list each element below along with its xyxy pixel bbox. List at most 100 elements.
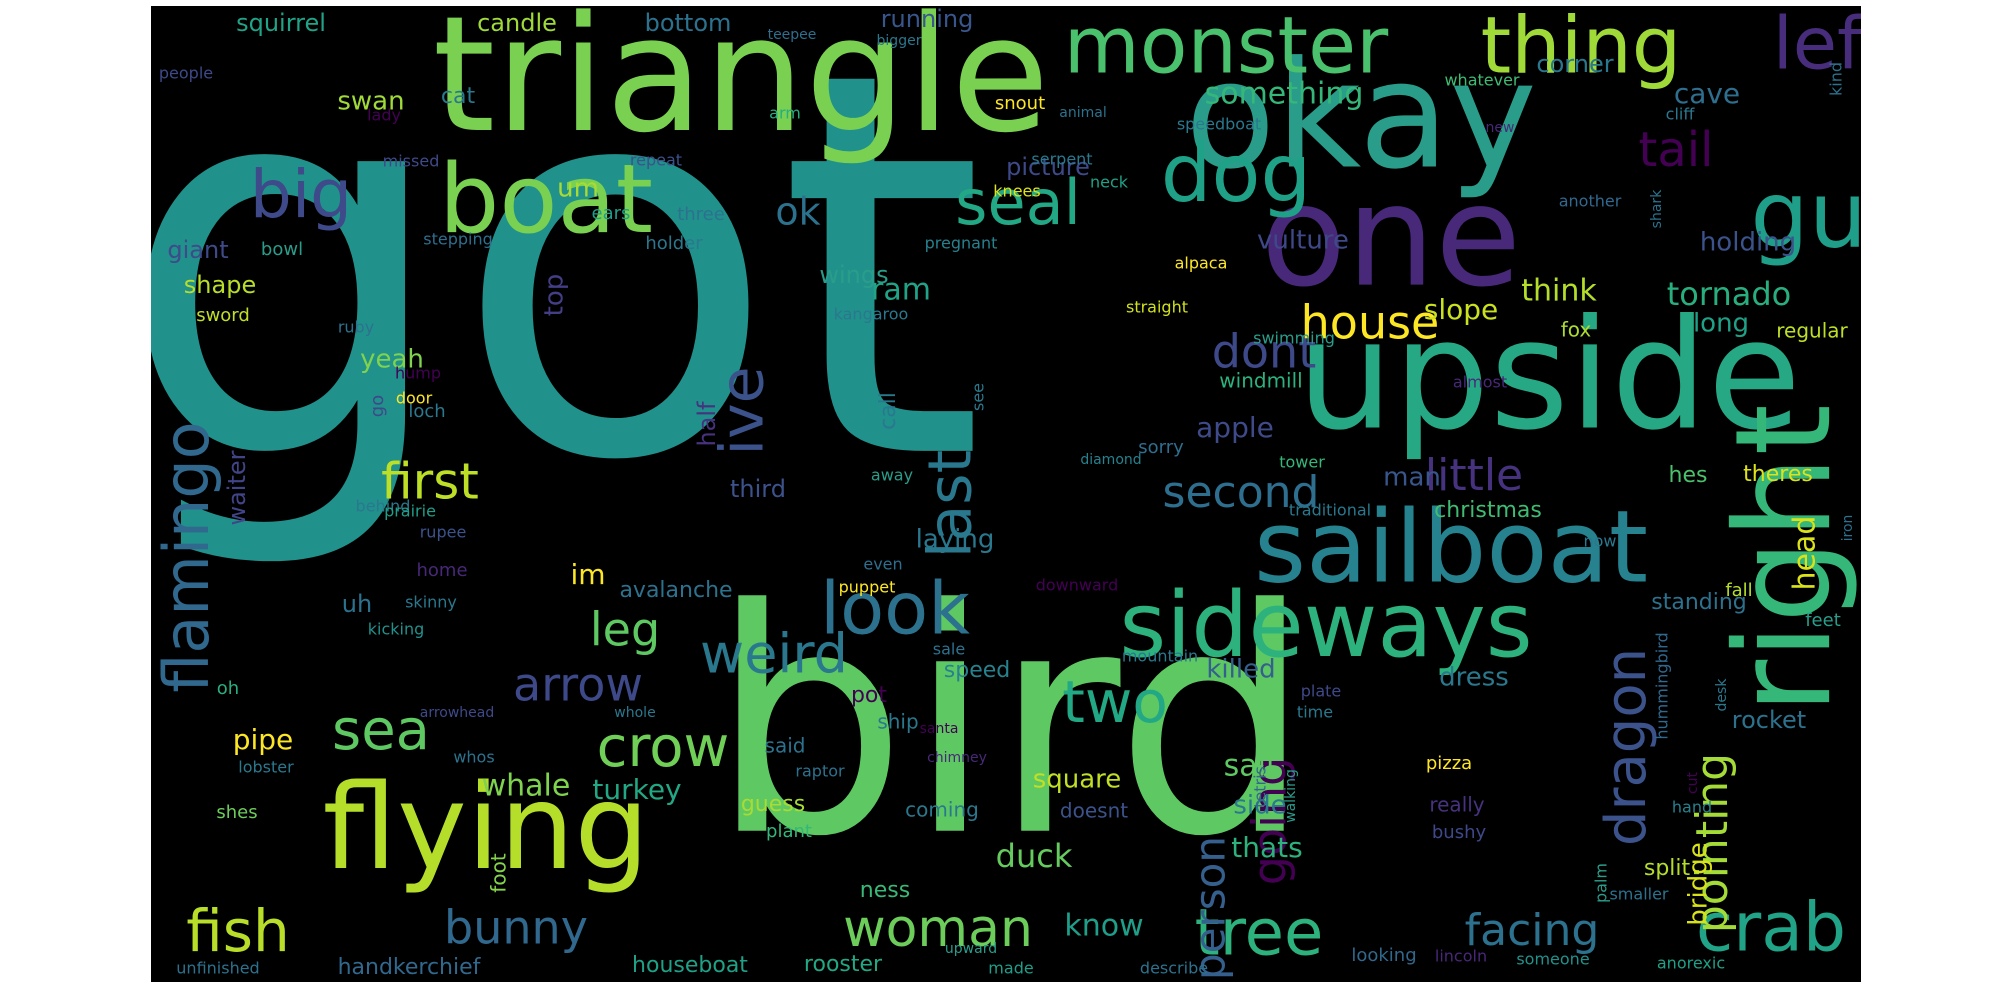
cloud-word: repeat bbox=[630, 151, 682, 170]
cloud-word: theres bbox=[1743, 462, 1813, 487]
cloud-word: see bbox=[969, 383, 988, 411]
cloud-word: bushy bbox=[1432, 822, 1487, 843]
cloud-word: bowl bbox=[261, 239, 303, 260]
cloud-word: houseboat bbox=[632, 953, 748, 978]
cloud-word: shes bbox=[216, 802, 257, 823]
cloud-word: apple bbox=[1196, 411, 1274, 444]
cloud-word: two bbox=[1062, 668, 1168, 736]
cloud-word: dragon bbox=[1594, 648, 1659, 846]
cloud-word: skinny bbox=[405, 593, 457, 612]
cloud-word: kicking bbox=[368, 620, 425, 639]
cloud-word: sail bbox=[1224, 749, 1275, 784]
cloud-word: raptor bbox=[795, 762, 845, 781]
cloud-word: diamond bbox=[1080, 452, 1141, 468]
cloud-word: pointing bbox=[1687, 753, 1738, 933]
cloud-word: speed bbox=[944, 658, 1010, 683]
cloud-word: anorexic bbox=[1657, 954, 1725, 973]
cloud-word: tree bbox=[1195, 897, 1324, 971]
cloud-word: straight bbox=[1126, 298, 1188, 317]
cloud-word: whole bbox=[614, 705, 655, 721]
cloud-word: kangaroo bbox=[834, 305, 909, 324]
cloud-word: guy bbox=[1750, 161, 1861, 268]
cloud-word: another bbox=[1559, 192, 1622, 211]
cloud-word: now bbox=[1583, 532, 1616, 551]
cloud-word: pizza bbox=[1426, 753, 1472, 774]
cloud-word: hump bbox=[395, 364, 441, 383]
cloud-word: new bbox=[1486, 120, 1515, 136]
cloud-word: look bbox=[820, 567, 970, 651]
cloud-word: big bbox=[250, 156, 352, 233]
cloud-word: fox bbox=[1561, 318, 1592, 342]
cloud-word: tornado bbox=[1667, 275, 1792, 313]
cloud-word: someone bbox=[1516, 950, 1589, 969]
cloud-word: leg bbox=[590, 603, 660, 657]
cloud-word: okay bbox=[1185, 30, 1537, 202]
cloud-word: tower bbox=[1279, 453, 1325, 472]
cloud-word: ok bbox=[775, 190, 820, 234]
cloud-word: cliff bbox=[1666, 105, 1696, 124]
cloud-word: facing bbox=[1465, 905, 1600, 956]
cloud-word: bigger bbox=[877, 33, 922, 49]
cloud-word: sword bbox=[196, 305, 250, 326]
cloud-word: crab bbox=[1696, 889, 1846, 968]
cloud-word: christmas bbox=[1434, 498, 1542, 523]
cloud-word: doesnt bbox=[1060, 799, 1128, 823]
cloud-word: corner bbox=[1536, 50, 1613, 78]
cloud-word: describe bbox=[1140, 959, 1208, 978]
cloud-word: left bbox=[1773, 6, 1861, 86]
cloud-word: arm bbox=[769, 104, 801, 123]
cloud-word: lincoln bbox=[1435, 947, 1487, 966]
cloud-word: ram bbox=[871, 273, 931, 308]
cloud-word: pregnant bbox=[925, 234, 998, 253]
cloud-word: go bbox=[367, 395, 388, 417]
cloud-word: upside bbox=[1297, 287, 1801, 464]
cloud-word: bunny bbox=[444, 901, 588, 955]
cloud-word: whale bbox=[482, 769, 571, 804]
cloud-word: downward bbox=[1036, 576, 1119, 595]
cloud-word: three bbox=[677, 204, 725, 225]
cloud-word: yeah bbox=[360, 345, 424, 375]
cloud-word: waiter bbox=[223, 450, 251, 525]
cloud-word: people bbox=[159, 64, 213, 83]
cloud-word: picture bbox=[1006, 153, 1090, 181]
cloud-word: swan bbox=[337, 87, 404, 117]
cloud-word: tetris bbox=[1251, 766, 1270, 808]
cloud-word: feet bbox=[1805, 610, 1841, 631]
cloud-word: half bbox=[693, 401, 721, 447]
cloud-word: hummingbird bbox=[1653, 632, 1672, 739]
cloud-word: teepee bbox=[768, 27, 817, 43]
cloud-word: bridge bbox=[1684, 842, 1714, 925]
cloud-word: lobster bbox=[238, 758, 294, 777]
cloud-word: ship bbox=[877, 710, 918, 734]
cloud-word: flying bbox=[323, 758, 650, 896]
cloud-word: crow bbox=[597, 715, 730, 780]
cloud-word: plant bbox=[766, 821, 812, 842]
cloud-word: holder bbox=[645, 233, 703, 254]
cloud-word: really bbox=[1429, 793, 1484, 817]
cloud-word: oh bbox=[217, 678, 239, 699]
cloud-word: shark bbox=[1649, 189, 1665, 229]
cloud-word: said bbox=[765, 734, 806, 758]
cloud-word: neck bbox=[1090, 173, 1129, 192]
cloud-word: avalanche bbox=[619, 578, 732, 603]
cloud-word: uh bbox=[342, 590, 372, 618]
cloud-word: wings bbox=[819, 261, 888, 289]
cloud-word: square bbox=[1033, 765, 1122, 795]
cloud-word: something bbox=[1205, 77, 1364, 112]
cloud-word: iron bbox=[1840, 515, 1856, 542]
cloud-word: kind bbox=[1827, 62, 1846, 96]
cloud-word: dont bbox=[1212, 325, 1317, 379]
cloud-word: ears bbox=[592, 203, 631, 224]
cloud-word: sideways bbox=[1119, 573, 1532, 678]
cloud-word: sea bbox=[332, 698, 430, 763]
cloud-word: santa bbox=[920, 721, 959, 737]
cloud-word: laying bbox=[916, 525, 995, 555]
cloud-word: top bbox=[540, 274, 570, 317]
cloud-word: little bbox=[1425, 450, 1523, 501]
cloud-word: giant bbox=[167, 236, 228, 264]
cloud-word: looking bbox=[1351, 945, 1416, 966]
cloud-word: whos bbox=[453, 748, 494, 767]
cloud-word: serpent bbox=[1031, 150, 1092, 169]
cloud-word: stepping bbox=[423, 230, 493, 249]
cloud-word: killed bbox=[1206, 655, 1275, 685]
